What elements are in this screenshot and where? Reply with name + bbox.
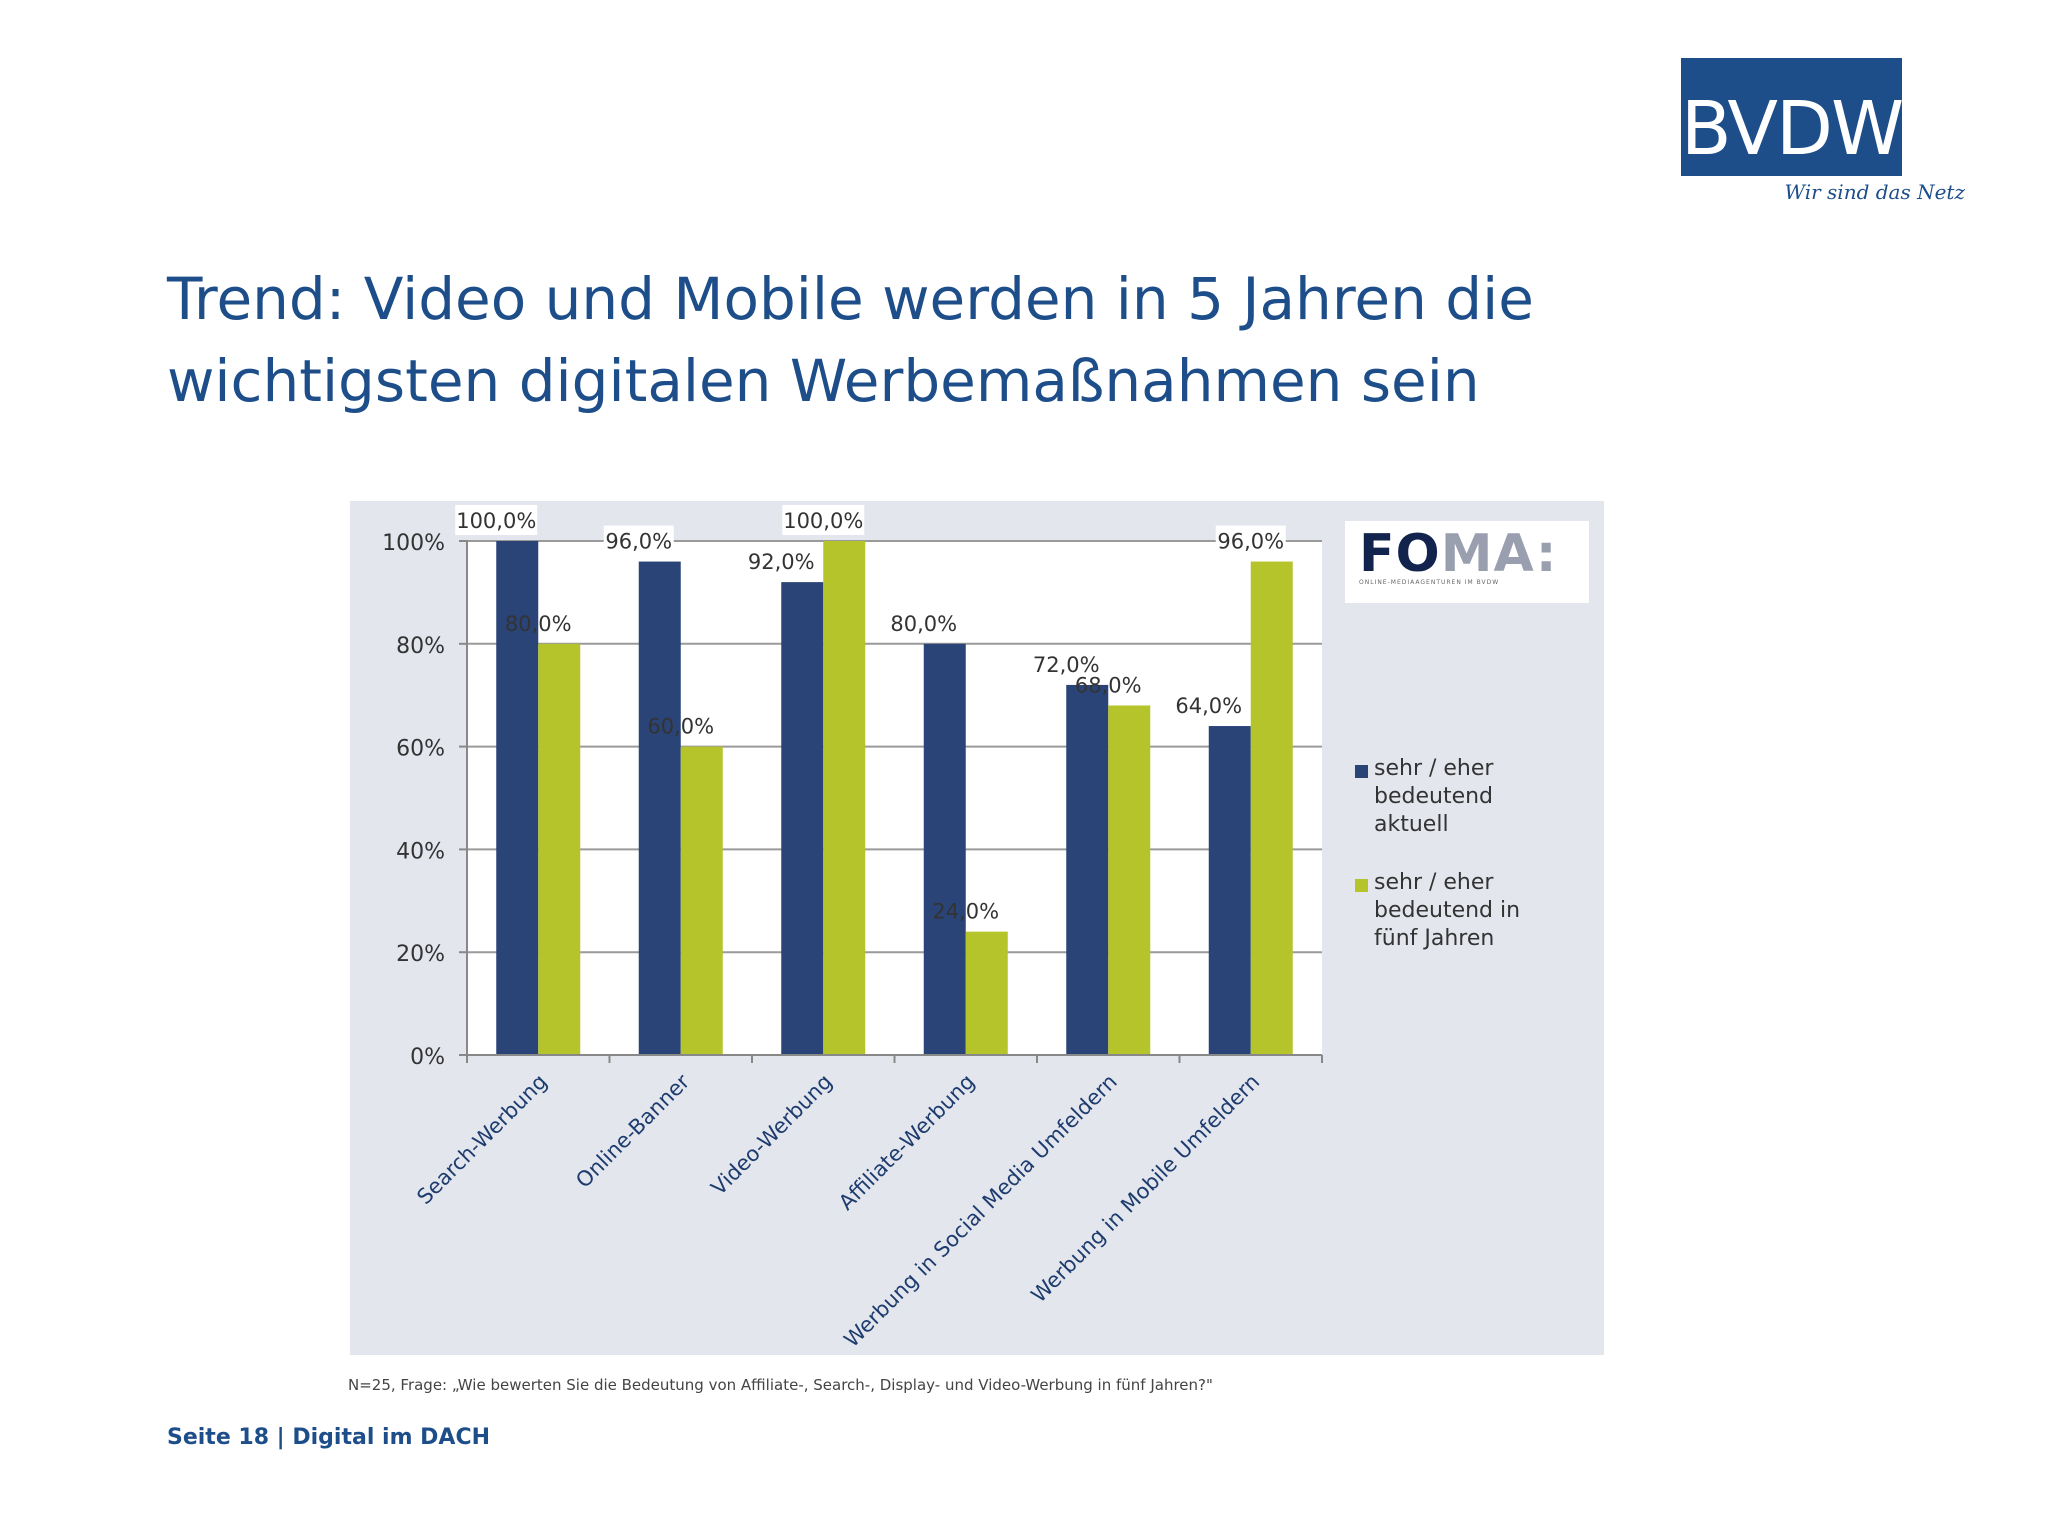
data-label-bg bbox=[455, 505, 538, 535]
bar bbox=[1250, 561, 1293, 1055]
y-tick-label: 40% bbox=[396, 839, 445, 864]
bar bbox=[965, 931, 1008, 1055]
foma-logo-subtitle: ONLINE-MEDIAAGENTUREN IM BVDW bbox=[1359, 579, 1500, 586]
bar bbox=[823, 541, 866, 1055]
legend-label-current: sehr / eher bedeutend aktuell bbox=[1374, 755, 1493, 839]
x-category-label: Werbung in Social Media Umfeldern bbox=[839, 1070, 1121, 1352]
bar bbox=[538, 643, 581, 1055]
data-label: 68,0% bbox=[1075, 673, 1142, 697]
bar bbox=[923, 643, 966, 1055]
bar bbox=[496, 541, 539, 1055]
slide-title-line-2: wichtigsten digitalen Werbemaßnahmen sei… bbox=[167, 347, 1480, 415]
bvdw-logo: BVDW bbox=[1680, 58, 1904, 176]
slide-title-line-1: Trend: Video und Mobile werden in 5 Jahr… bbox=[167, 265, 1534, 333]
foma-logo-text-light: MA: bbox=[1440, 524, 1558, 584]
data-label: 100,0% bbox=[783, 509, 863, 533]
chart-footnote: N=25, Frage: „Wie bewerten Sie die Bedeu… bbox=[348, 1376, 1213, 1394]
bar bbox=[1108, 705, 1151, 1055]
x-category-label: Affiliate-Werbung bbox=[834, 1070, 979, 1215]
data-label: 96,0% bbox=[605, 530, 672, 554]
bvdw-logo-text: BVDW bbox=[1680, 86, 1904, 172]
y-tick-label: 80% bbox=[396, 634, 445, 659]
bar bbox=[638, 561, 681, 1055]
legend-label-line: fünf Jahren bbox=[1374, 926, 1495, 951]
legend-label-future: sehr / eher bedeutend in fünf Jahren bbox=[1374, 869, 1520, 953]
legend-item-current: sehr / eher bedeutend aktuell bbox=[1355, 755, 1595, 839]
data-label: 64,0% bbox=[1175, 694, 1242, 718]
data-label: 100,0% bbox=[456, 509, 536, 533]
data-label: 24,0% bbox=[932, 900, 999, 924]
data-label: 60,0% bbox=[647, 715, 714, 739]
page-footer: Seite 18 | Digital im DACH bbox=[167, 1425, 490, 1450]
x-category-label: Werbung in Mobile Umfeldern bbox=[1027, 1070, 1265, 1308]
data-label-bg bbox=[1215, 525, 1286, 556]
chart-legend: sehr / eher bedeutend aktuell sehr / ehe… bbox=[1355, 755, 1595, 983]
legend-label-line: aktuell bbox=[1374, 812, 1449, 837]
foma-logo-text: FOMA: bbox=[1359, 523, 1557, 585]
data-label: 92,0% bbox=[748, 550, 815, 574]
legend-label-line: sehr / eher bbox=[1374, 756, 1494, 781]
y-tick-label: 60% bbox=[396, 737, 445, 762]
legend-swatch-future bbox=[1355, 879, 1368, 892]
bar bbox=[1208, 726, 1251, 1055]
y-tick-label: 20% bbox=[396, 942, 445, 967]
x-category-label: Online-Banner bbox=[571, 1069, 694, 1192]
foma-logo: FOMA: ONLINE-MEDIAAGENTUREN IM BVDW bbox=[1345, 521, 1589, 603]
foma-logo-text-dark: FO bbox=[1359, 524, 1441, 584]
y-tick-label: 100% bbox=[382, 531, 445, 556]
x-category-label: Search-Werbung bbox=[412, 1070, 551, 1209]
data-label: 80,0% bbox=[890, 612, 957, 636]
x-category-label: Video-Werbung bbox=[706, 1070, 836, 1200]
bar bbox=[781, 582, 824, 1055]
y-tick-label: 0% bbox=[410, 1045, 445, 1070]
data-label: 72,0% bbox=[1033, 653, 1100, 677]
bar bbox=[1066, 684, 1109, 1055]
bar bbox=[680, 746, 723, 1055]
legend-label-line: bedeutend in bbox=[1374, 898, 1521, 923]
data-label: 96,0% bbox=[1217, 530, 1284, 554]
legend-label-line: sehr / eher bbox=[1374, 870, 1494, 895]
slide-title: Trend: Video und Mobile werden in 5 Jahr… bbox=[167, 258, 1867, 422]
plot-area bbox=[467, 540, 1322, 1055]
data-label: 80,0% bbox=[505, 612, 572, 636]
legend-item-future: sehr / eher bedeutend in fünf Jahren bbox=[1355, 869, 1595, 953]
bvdw-logo-tagline: Wir sind das Netz bbox=[1784, 180, 1965, 204]
legend-label-line: bedeutend bbox=[1374, 784, 1494, 809]
data-label-bg bbox=[603, 525, 674, 556]
data-label-bg bbox=[782, 505, 865, 535]
legend-swatch-current bbox=[1355, 765, 1368, 778]
